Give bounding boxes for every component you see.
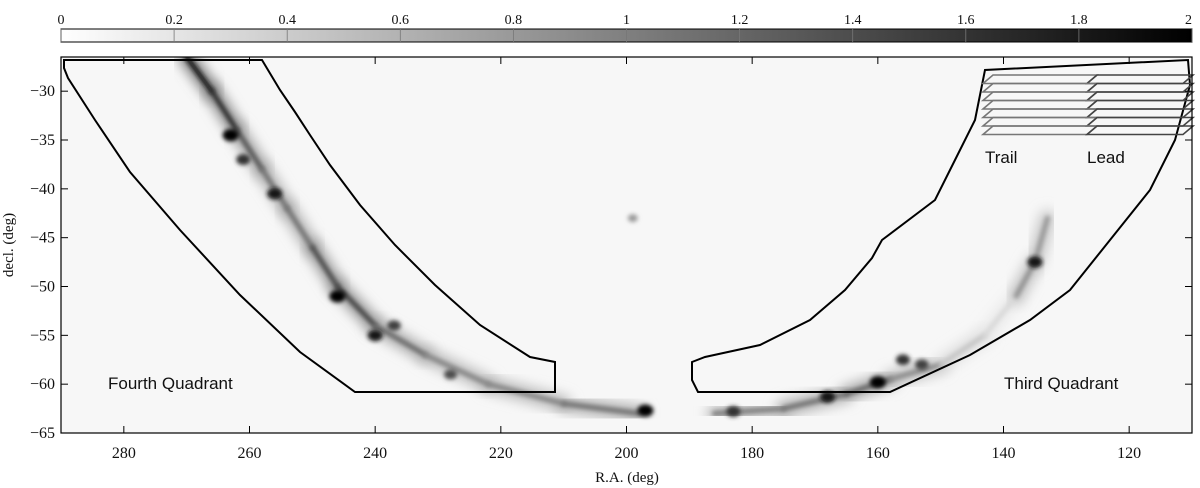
y-tick-label: −60 bbox=[30, 376, 55, 393]
inset-strip-diagram bbox=[980, 74, 1196, 136]
x-tick-label: 160 bbox=[866, 445, 890, 462]
x-tick-label: 240 bbox=[363, 445, 387, 462]
y-tick-label: −65 bbox=[30, 425, 55, 442]
lead-strip bbox=[1084, 125, 1196, 136]
ridge-core-segment bbox=[422, 352, 491, 387]
ridge-core-segment bbox=[234, 127, 265, 172]
compact-sources bbox=[222, 129, 1043, 417]
x-tick-label: 180 bbox=[740, 445, 764, 462]
compact-source bbox=[637, 404, 654, 417]
inset-lead-label: Lead bbox=[1087, 148, 1125, 167]
colorbar-tick-label: 1.8 bbox=[1070, 13, 1088, 28]
compact-source bbox=[367, 329, 383, 342]
y-axis: −30 −35 −40 −45 −50 −55 −60 −65 bbox=[30, 83, 1192, 442]
y-tick-label: −30 bbox=[30, 83, 55, 100]
compact-source bbox=[236, 154, 251, 165]
colorbar-tick-label: 0.8 bbox=[505, 13, 523, 28]
emission-ridge bbox=[178, 57, 1056, 422]
third-quadrant-label: Third Quadrant bbox=[1004, 374, 1119, 393]
ridge-core-segment bbox=[209, 88, 240, 133]
colorbar-tick-label: 0.2 bbox=[165, 13, 183, 28]
x-tick-label: 140 bbox=[992, 445, 1016, 462]
compact-source bbox=[267, 187, 283, 200]
ridge-core-segment bbox=[887, 362, 944, 382]
ridge-core-segment bbox=[561, 401, 642, 416]
plot-background bbox=[61, 57, 1192, 433]
compact-source bbox=[387, 320, 401, 331]
compact-source bbox=[627, 214, 638, 223]
colorbar-tick-label: 1.6 bbox=[957, 13, 975, 28]
compact-source bbox=[915, 359, 929, 370]
ridge-core-segment bbox=[184, 57, 215, 94]
ridge-core-segment bbox=[485, 381, 567, 407]
colorbar-ticks: 0 0.2 0.4 0.6 0.8 1 1.2 1.4 1.6 1.8 2 bbox=[58, 13, 1193, 42]
fourth-quadrant-label: Fourth Quadrant bbox=[108, 374, 233, 393]
ridge-core-segment bbox=[1013, 259, 1038, 299]
colorbar-tick-label: 0.4 bbox=[278, 13, 296, 28]
third-quadrant-outline bbox=[691, 58, 1192, 393]
x-tick-label: 120 bbox=[1117, 445, 1141, 462]
ridge-core-segment bbox=[284, 205, 315, 250]
x-tick-label: 260 bbox=[238, 445, 262, 462]
colorbar-tick-label: 1.2 bbox=[731, 13, 749, 28]
ridge-core-segment bbox=[781, 391, 849, 412]
compact-source bbox=[820, 391, 836, 403]
compact-source bbox=[869, 376, 886, 389]
colorbar-tick-label: 1.4 bbox=[844, 13, 862, 28]
inset-trail-label: Trail bbox=[985, 148, 1017, 167]
compact-source bbox=[1027, 256, 1043, 268]
y-tick-label: −45 bbox=[30, 230, 55, 247]
x-axis: 280 260 240 220 200 180 160 140 120 bbox=[112, 57, 1141, 462]
ridge-core-segment bbox=[982, 293, 1019, 338]
colorbar-tick-label: 1 bbox=[623, 13, 630, 28]
x-axis-title: R.A. (deg) bbox=[595, 470, 659, 486]
colorbar-tick-label: 0.6 bbox=[392, 13, 410, 28]
y-tick-label: −40 bbox=[30, 181, 55, 198]
colorbar-tick-label: 0 bbox=[58, 13, 65, 28]
ridge-core-segment bbox=[711, 406, 787, 416]
x-tick-label: 220 bbox=[489, 445, 513, 462]
compact-source bbox=[895, 354, 910, 366]
x-tick-label: 280 bbox=[112, 445, 136, 462]
ridge-core-segment bbox=[938, 332, 988, 368]
colorbar: 0 0.2 0.4 0.6 0.8 1 1.2 1.4 1.6 1.8 2 bbox=[58, 13, 1193, 43]
x-tick-label: 200 bbox=[615, 445, 639, 462]
ridge-core-segment bbox=[1032, 215, 1050, 265]
compact-source bbox=[726, 406, 741, 417]
compact-source bbox=[444, 369, 458, 380]
colorbar-tick-label: 2 bbox=[1185, 13, 1192, 28]
ridge-core-segment bbox=[309, 244, 340, 290]
y-tick-label: −50 bbox=[30, 279, 55, 296]
fourth-quadrant-outline bbox=[63, 59, 556, 393]
y-tick-label: −55 bbox=[30, 327, 55, 344]
compact-source bbox=[329, 290, 346, 303]
y-tick-label: −35 bbox=[30, 132, 55, 149]
y-axis-title: decl. (deg) bbox=[1, 213, 17, 277]
compact-source bbox=[222, 129, 239, 142]
ridge-core-segment bbox=[372, 323, 428, 358]
